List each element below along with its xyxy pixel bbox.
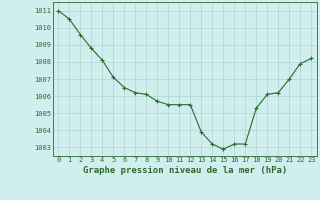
X-axis label: Graphe pression niveau de la mer (hPa): Graphe pression niveau de la mer (hPa) <box>83 166 287 175</box>
